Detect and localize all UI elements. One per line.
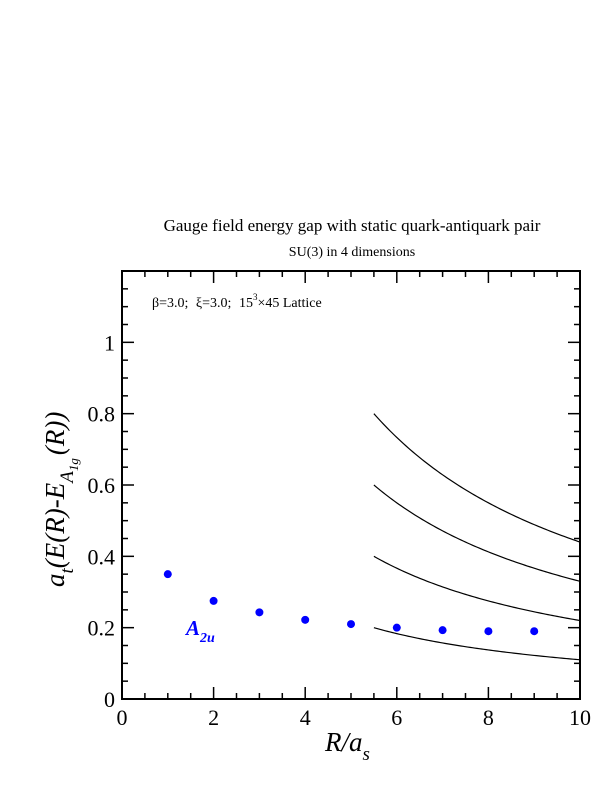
x-tick-label: 6 [391,705,402,730]
y-axis-label-t: t [57,568,78,574]
beta-value: β=3.0; [152,296,188,311]
lattice-annotation: β=3.0; ξ=3.0; 153×45 Lattice [152,292,322,311]
y-tick-label: 0.6 [88,473,116,498]
data-point [347,620,355,629]
data-point [392,623,401,632]
lattice-base: 15 [239,296,253,311]
y-tick-label: 0.4 [88,544,116,569]
data-point [163,570,172,579]
data-point [484,627,493,636]
series-label-a2u: A2u [184,616,215,646]
y-axis-label-end: (R)) [40,412,70,455]
data-point [301,615,310,624]
data-point [255,608,264,617]
series-label-sub: 2u [199,631,215,646]
lattice-rest: ×45 Lattice [257,296,321,311]
energy-curve [373,413,581,543]
x-tick-label: 2 [208,705,219,730]
axis-ticks: 0 2 4 6 8 10 0 0.2 0.4 0.6 0.8 1 [88,270,591,730]
x-tick-label: 0 [117,705,128,730]
x-axis-label-main: R/a [324,727,363,757]
data-point [530,627,539,636]
chart-title: Gauge field energy gap with static quark… [164,216,541,235]
lattice-exponent: 3 [253,292,258,302]
y-tick-label: 0 [104,687,115,712]
xi-value: ξ=3.0; [196,296,232,311]
y-axis-label: at(E(R)-EA1g (R)) [40,412,81,587]
x-tick-label: 8 [483,705,494,730]
energy-curve [373,484,581,582]
x-tick-label: 4 [300,705,311,730]
series-points-a2u [163,570,539,636]
y-axis-label-A: A [57,471,78,485]
y-axis-label-mid: (E(R)-E [40,482,70,568]
energy-level-curves [373,413,581,661]
y-axis-label-sub: 1g [66,458,81,472]
series-label-main: A [184,616,200,640]
y-tick-label: 1 [104,330,115,355]
energy-curve [373,555,581,622]
x-axis-label: R/as [324,727,370,765]
chart-subtitle: SU(3) in 4 dimensions [289,245,415,260]
y-tick-label: 0.2 [88,616,116,641]
x-axis-label-sub: s [363,744,370,765]
data-point [209,596,218,605]
data-point [438,626,447,635]
x-tick-label: 10 [569,705,591,730]
y-tick-label: 0.8 [88,402,116,427]
energy-curve [373,627,581,661]
y-axis-label-a: a [40,574,70,588]
